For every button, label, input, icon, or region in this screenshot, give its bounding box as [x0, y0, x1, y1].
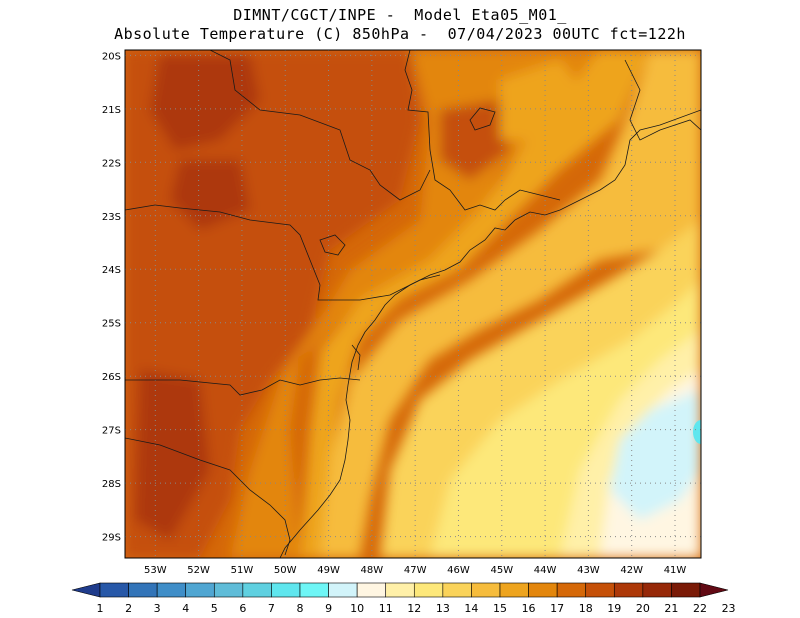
longitude-label: 43W	[577, 565, 600, 576]
colorbar-swatch	[185, 582, 215, 598]
latitude-label: 21S	[102, 105, 121, 116]
colorbar-swatch	[356, 582, 387, 598]
colorbar-swatch	[271, 582, 301, 598]
colorbar-label: 10	[350, 602, 364, 615]
colorbar-label: 11	[379, 602, 393, 615]
colorbar-label: 18	[579, 602, 593, 615]
longitude-label: 42W	[620, 565, 643, 576]
colorbar-label: 14	[464, 602, 478, 615]
colorbar-label: 5	[211, 602, 218, 615]
temperature-field	[125, 50, 701, 558]
colorbar-high-arrow	[699, 582, 729, 598]
colorbar-swatch	[442, 582, 472, 598]
colorbar-label: 3	[154, 602, 161, 615]
longitude-label: 50W	[274, 565, 297, 576]
colorbar-swatch	[471, 582, 501, 598]
colorbar-label: 17	[550, 602, 564, 615]
map-title-line-2: Absolute Temperature (C) 850hPa - 07/04/…	[114, 25, 686, 43]
colorbar-swatch	[385, 582, 415, 598]
colorbar-swatch	[499, 582, 529, 598]
longitude-label: 41W	[664, 565, 687, 576]
latitude-labels: 20S 21S 22S 23S 24S 25S 26S 27S 28S 29S	[102, 51, 121, 543]
latitude-label: 25S	[102, 319, 121, 330]
colorbar-low-arrow	[71, 582, 101, 598]
colorbar-label: 7	[268, 602, 275, 615]
colorbar	[71, 582, 729, 598]
colorbar-swatch	[128, 582, 158, 598]
longitude-label: 52W	[187, 565, 210, 576]
colorbar-swatch	[328, 582, 358, 598]
colorbar-label: 22	[693, 602, 707, 615]
longitude-labels: 53W 52W 51W 50W 49W 48W 47W 46W 45W 44W 43W 42W 41W	[144, 565, 686, 576]
colorbar-swatch	[642, 582, 672, 598]
map-title-line-1: DIMNT/CGCT/INPE - Model Eta05_M01_	[233, 6, 567, 24]
latitude-label: 27S	[102, 426, 121, 437]
colorbar-labels: 1 2 3 4 5 6 7 8 9 10 11 12 13 14 15 16 17 18 19 20 21 22 23	[97, 602, 736, 615]
latitude-label: 28S	[102, 479, 121, 490]
colorbar-swatch	[528, 582, 558, 598]
colorbar-label: 6	[239, 602, 246, 615]
colorbar-label: 2	[125, 602, 132, 615]
longitude-label: 47W	[404, 565, 427, 576]
latitude-label: 29S	[102, 533, 121, 544]
colorbar-swatch	[671, 582, 701, 598]
colorbar-label: 23	[722, 602, 736, 615]
colorbar-swatch	[213, 582, 244, 598]
colorbar-label: 8	[297, 602, 304, 615]
longitude-label: 45W	[490, 565, 513, 576]
colorbar-swatch	[556, 582, 587, 598]
colorbar-swatch	[242, 582, 272, 598]
longitude-label: 46W	[447, 565, 470, 576]
longitude-label: 53W	[144, 565, 167, 576]
colorbar-swatch	[413, 582, 444, 598]
longitude-label: 49W	[317, 565, 340, 576]
map-frame	[124, 49, 702, 559]
colorbar-swatch	[156, 582, 187, 598]
political-boundaries	[125, 50, 701, 558]
lat-lon-grid	[125, 50, 701, 558]
colorbar-swatch	[613, 582, 644, 598]
longitude-label: 48W	[361, 565, 384, 576]
colorbar-label: 9	[325, 602, 332, 615]
colorbar-label: 20	[636, 602, 650, 615]
latitude-label: 20S	[102, 51, 121, 62]
colorbar-label: 4	[182, 602, 189, 615]
colorbar-label: 15	[493, 602, 507, 615]
latitude-label: 23S	[102, 212, 121, 223]
latitude-label: 24S	[102, 265, 121, 276]
colorbar-label: 12	[407, 602, 421, 615]
colorbar-label: 1	[97, 602, 104, 615]
longitude-label: 44W	[534, 565, 557, 576]
colorbar-label: 19	[607, 602, 621, 615]
colorbar-swatch	[299, 582, 329, 598]
colorbar-swatch	[585, 582, 615, 598]
latitude-label: 22S	[102, 158, 121, 169]
colorbar-swatch	[99, 582, 129, 598]
colorbar-label: 13	[436, 602, 450, 615]
latitude-label: 26S	[102, 372, 121, 383]
colorbar-label: 21	[664, 602, 678, 615]
colorbar-label: 16	[522, 602, 536, 615]
longitude-label: 51W	[231, 565, 254, 576]
